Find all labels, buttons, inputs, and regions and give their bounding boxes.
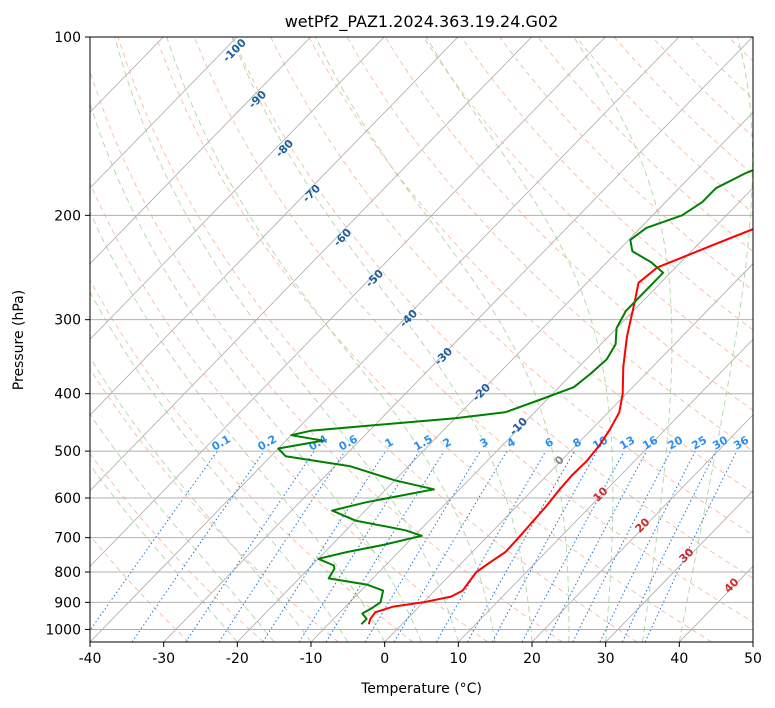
isotherm-line [384, 263, 753, 642]
x-tick-label: 40 [670, 651, 688, 667]
mixing-ratio-line [90, 450, 218, 632]
y-tick-label: 100 [54, 30, 81, 46]
dry-adiabat-line [767, 37, 775, 642]
y-tick-label: 500 [54, 444, 81, 460]
dry-adiabat-line [346, 37, 753, 452]
y-tick-label: 400 [54, 387, 81, 403]
chart-title: wetPf2_PAZ1.2024.363.19.24.G02 [285, 12, 559, 32]
x-tick-label: 50 [744, 651, 762, 667]
isotherm-line [605, 490, 753, 642]
moist-adiabat-line [231, 37, 533, 642]
dry-adiabat-line [423, 37, 753, 371]
dry-adiabat-line [155, 37, 712, 642]
moist-adiabat-line [90, 291, 349, 642]
isotherm-line [237, 111, 753, 642]
moist-adiabat-line [425, 37, 614, 642]
mixing-ratio-line [393, 450, 508, 642]
y-axis: 100 200 300 400 500 600 700 800 900 1000 [45, 30, 90, 638]
isotherm-line [90, 37, 532, 492]
series-group [277, 169, 753, 625]
y-axis-label: Pressure (hPa) [11, 290, 27, 390]
y-tick-label: 900 [54, 595, 81, 611]
dry-adiabat-line [90, 279, 414, 642]
dry-adiabat-line [308, 37, 753, 494]
dewpoint-profile-line [277, 169, 753, 625]
y-tick-label: 800 [54, 565, 81, 581]
moist-adiabat-line [90, 413, 275, 642]
moist-adiabat-line [90, 210, 386, 642]
isotherm-line [531, 414, 753, 642]
moist-adiabat-line [90, 356, 312, 642]
background-lines [90, 37, 775, 642]
moist-adiabat-line [678, 37, 753, 642]
plot-frame [89, 36, 754, 643]
y-tick-label: 700 [54, 531, 81, 547]
mixing-ratio-line [262, 450, 387, 642]
x-tick-label: -30 [152, 651, 175, 667]
mixing-ratio-line [298, 450, 420, 642]
isotherm-line [752, 641, 753, 642]
mixing-ratio-line [521, 450, 625, 642]
x-tick-label: 10 [449, 651, 467, 667]
mixing-ratio-line [467, 450, 575, 642]
isotherm-line [90, 37, 311, 265]
mixing-ratio-line [325, 450, 445, 642]
isotherm-line [90, 37, 459, 416]
isotherm-line [163, 37, 753, 642]
x-tick-label: -10 [300, 651, 323, 667]
x-tick-label: -40 [79, 651, 102, 667]
moist-adiabat-line [90, 102, 422, 642]
x-tick-label: 0 [380, 651, 389, 667]
mixing-ratio-line [131, 450, 265, 642]
plot-background [90, 37, 753, 642]
mixing-ratio-line [435, 450, 547, 642]
isotherm-line [90, 37, 606, 567]
moist-adiabat-line [166, 37, 496, 642]
y-tick-label: 600 [54, 491, 81, 507]
isotherm-line [90, 37, 385, 340]
x-axis-label: Temperature (°C) [360, 681, 482, 697]
dry-adiabat-line [90, 534, 190, 642]
moist-adiabat-line [90, 464, 238, 642]
dry-adiabat-line [384, 37, 753, 411]
moist-adiabat-line [573, 37, 673, 642]
y-tick-label: 300 [54, 313, 81, 329]
y-tick-label: 1000 [45, 622, 81, 638]
y-tick-label: 200 [54, 208, 81, 224]
mixing-ratio-line [491, 450, 598, 642]
dry-adiabat-line [270, 37, 753, 536]
dry-adiabat-line [117, 37, 638, 642]
x-axis: -40 -30 -20 -10 0 10 20 30 40 50 [79, 642, 762, 667]
dry-adiabat-line [90, 182, 488, 642]
x-tick-label: 30 [597, 651, 615, 667]
mixing-ratio-line [644, 450, 738, 642]
isotherm-line [90, 37, 238, 189]
x-tick-label: -20 [226, 651, 249, 667]
x-tick-label: 20 [523, 651, 541, 667]
temperature-profile-line [367, 228, 753, 625]
moist-adiabat-line [114, 37, 459, 642]
dry-adiabat-line [193, 37, 753, 623]
mixing-ratio-line [621, 450, 717, 642]
dry-adiabat-line [232, 37, 753, 579]
moist-adiabat-line [315, 37, 570, 642]
